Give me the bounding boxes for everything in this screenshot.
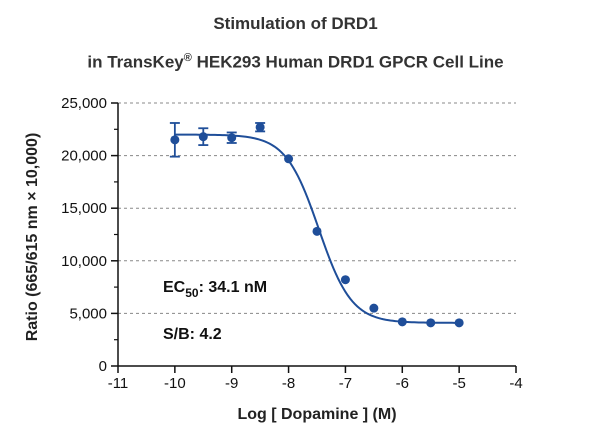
y-tick-label: 15,000: [61, 200, 107, 217]
x-tick-label: -4: [509, 375, 522, 392]
data-point: [369, 303, 379, 313]
data-point: [426, 318, 436, 328]
ticks: 0 5,000 10,000 15,000 20,000 25,000 -11 -10 -9 -8…: [61, 95, 523, 392]
data-point: [284, 154, 294, 164]
chart-title-line2: in TransKey® HEK293 Human DRD1 GPCR Cell…: [0, 52, 591, 73]
sb-annotation: S/B: 4.2: [163, 326, 222, 343]
data-points: [169, 122, 464, 328]
registered-mark: ®: [183, 52, 192, 64]
y-tick-label: 25,000: [61, 95, 107, 112]
y-tick-label: 0: [99, 358, 107, 375]
data-point: [312, 226, 322, 236]
y-axis-label: Ratio (665/615 nm × 10,000): [24, 133, 41, 342]
x-tick-label: -5: [452, 375, 465, 392]
x-tick-label: -11: [108, 375, 129, 392]
title-prefix: in TransKey: [87, 52, 184, 72]
x-tick-label: -6: [396, 375, 409, 392]
data-point: [340, 275, 350, 285]
x-tick-label: -8: [282, 375, 295, 392]
chart-title-line1: Stimulation of DRD1: [213, 14, 378, 33]
ec50-annotation: EC50: 34.1 nM: [163, 279, 267, 300]
x-axis-label: Log [ Dopamine ] (M): [237, 406, 396, 423]
gridlines: [118, 102, 516, 314]
data-point: [255, 122, 265, 132]
fit-curve-group: [174, 133, 460, 324]
fit-curve: [174, 133, 460, 324]
x-tick-label: -10: [164, 375, 186, 392]
data-point: [170, 135, 180, 145]
data-point: [454, 318, 464, 328]
y-tick-label: 5,000: [69, 305, 107, 322]
y-tick-label: 20,000: [61, 148, 107, 165]
data-point: [397, 317, 407, 327]
x-tick-label: -9: [225, 375, 238, 392]
data-point: [198, 132, 208, 142]
title-suffix: HEK293 Human DRD1 GPCR Cell Line: [191, 52, 504, 72]
data-point: [227, 133, 237, 143]
y-tick-label: 10,000: [61, 253, 107, 270]
x-tick-label: -7: [339, 375, 352, 392]
